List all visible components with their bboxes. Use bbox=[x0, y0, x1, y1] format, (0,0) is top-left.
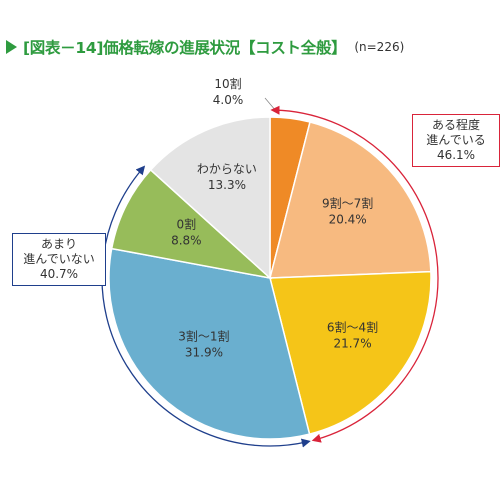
advanced-bracket-arc bbox=[270, 105, 439, 443]
not-advanced-bracket-arc bbox=[101, 165, 311, 448]
slice-name-label-1: 9割～7割 bbox=[322, 195, 373, 210]
slice-value-label-2: 21.7% bbox=[333, 337, 371, 351]
slice-name-label-0: 10割 bbox=[214, 76, 241, 91]
chart-title: [図表－14]価格転嫁の進展状況【コスト全般】 bbox=[23, 39, 347, 57]
advanced-value: 46.1% bbox=[436, 148, 476, 162]
not-advanced-label-line2: 進んでいない bbox=[23, 252, 95, 266]
slice-name-label-2: 6割～4割 bbox=[327, 320, 378, 335]
slice-value-label-5: 13.3% bbox=[208, 178, 246, 192]
triangle-bullet-icon bbox=[6, 40, 17, 54]
sample-size: (n=226) bbox=[354, 40, 405, 54]
slice-value-label-0: 4.0% bbox=[213, 93, 244, 107]
not-advanced-value: 40.7% bbox=[39, 267, 79, 281]
advanced-label-line1: ある程度 bbox=[431, 118, 480, 132]
slice-name-label-5: わからない bbox=[197, 162, 257, 176]
slice-name-label-4: 0割 bbox=[176, 217, 196, 232]
advanced-group-callout: ある程度 進んでいる 46.1% bbox=[412, 114, 500, 167]
slice-value-label-3: 31.9% bbox=[185, 345, 223, 359]
not-advanced-label-line1: あまり bbox=[40, 237, 77, 251]
advanced-label-line2: 進んでいる bbox=[426, 133, 486, 147]
chart-title-bar: [図表－14]価格転嫁の進展状況【コスト全般】 (n=226) bbox=[6, 36, 404, 58]
leader-line-10wari bbox=[264, 97, 277, 112]
slice-value-label-1: 20.4% bbox=[329, 212, 367, 226]
slice-name-label-3: 3割～1割 bbox=[178, 328, 229, 343]
not-advanced-group-callout: あまり 進んでいない 40.7% bbox=[12, 233, 106, 286]
slice-value-label-4: 8.8% bbox=[171, 234, 202, 248]
